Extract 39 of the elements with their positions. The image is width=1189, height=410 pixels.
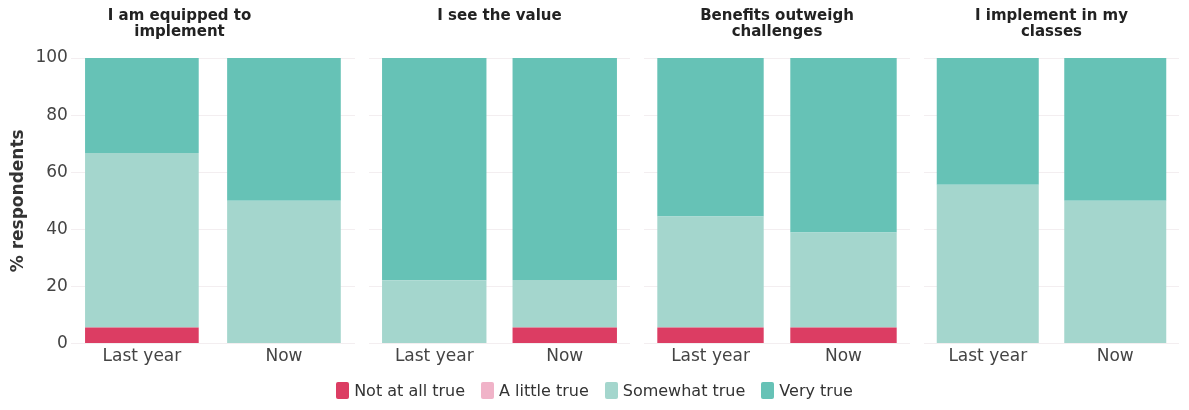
y-tick-label: 60 <box>46 160 68 181</box>
chart-title: I see the value <box>437 5 562 24</box>
x-tick-label: Now <box>824 345 863 366</box>
legend-label: A little true <box>499 380 589 400</box>
bar <box>512 327 617 344</box>
y-tick-label: 80 <box>46 103 68 124</box>
x-tick-label: Last year <box>671 345 750 366</box>
bar <box>512 58 617 280</box>
y-tick-label: 40 <box>46 217 68 238</box>
chart-title: I am equipped to implement <box>107 5 252 40</box>
bar <box>657 58 764 217</box>
bar <box>512 279 617 328</box>
chart-title: I implement in my classes <box>975 5 1129 40</box>
y-tick-label: 0 <box>57 332 68 353</box>
bar <box>227 200 341 344</box>
chart-title: Benefits outweigh challenges <box>700 5 854 40</box>
bar <box>85 327 199 344</box>
x-tick-label: Last year <box>394 345 474 366</box>
y-axis-title: % respondents <box>6 129 27 273</box>
bar <box>85 153 199 328</box>
bar <box>790 58 897 233</box>
legend-label: Somewhat true <box>622 380 746 400</box>
y-tick-label: 100 <box>35 46 68 67</box>
bar <box>657 216 764 328</box>
bar <box>382 280 487 344</box>
y-tick-label: 20 <box>46 274 68 295</box>
bar <box>227 58 341 201</box>
bar <box>657 327 764 344</box>
bar <box>85 58 199 154</box>
legend-label: Not at all true <box>354 380 466 400</box>
x-tick-label: Now <box>546 345 584 366</box>
legend-label: Very true <box>779 380 853 400</box>
x-tick-label: Now <box>265 345 303 366</box>
x-tick-label: Last year <box>102 345 182 366</box>
bar <box>790 232 897 328</box>
x-tick-label: Now <box>1096 345 1134 366</box>
x-tick-label: Last year <box>948 345 1028 366</box>
bar <box>382 58 487 281</box>
bar <box>790 327 897 344</box>
